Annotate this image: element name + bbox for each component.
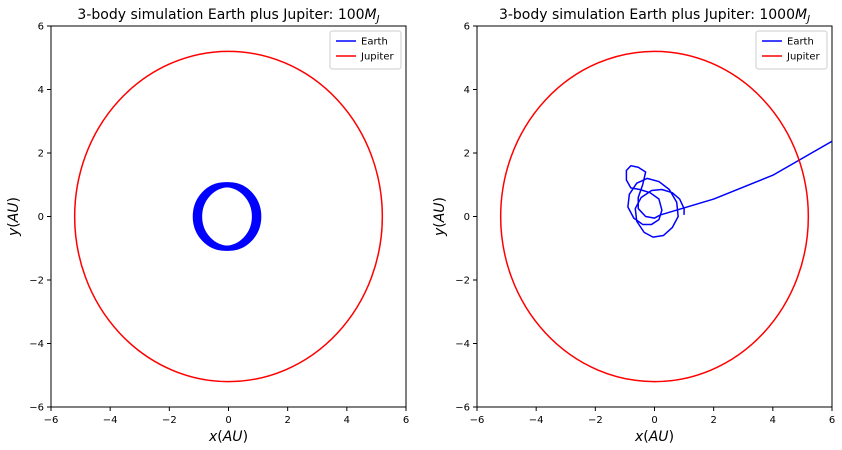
x-axis-label: x(AU) bbox=[634, 429, 674, 445]
legend-label-jupiter: Jupiter bbox=[786, 52, 820, 63]
x-tick-label: −6 bbox=[44, 415, 59, 426]
y-tick-label: 6 bbox=[464, 22, 470, 33]
x-tick-label: 4 bbox=[770, 415, 776, 426]
y-tick-label: −4 bbox=[29, 339, 44, 350]
x-tick-label: −6 bbox=[470, 415, 485, 426]
x-tick-label: −2 bbox=[588, 415, 603, 426]
plot-panel-2: −6 −4 −2 0 2 4 6 −6 −4 −2 0 2 4 6 3-body simulation Ea… bbox=[432, 7, 835, 445]
plot-area bbox=[51, 26, 406, 407]
y-tick-label: 2 bbox=[38, 149, 44, 160]
y-tick-label: 4 bbox=[464, 85, 470, 96]
legend-label-jupiter: Jupiter bbox=[360, 52, 394, 63]
series-group bbox=[73, 50, 384, 383]
chart-title: 3-body simulation Earth plus Jupiter: 10… bbox=[499, 7, 810, 25]
earth-trajectory bbox=[625, 140, 832, 238]
plot-area bbox=[477, 26, 832, 407]
y-tick-label: −2 bbox=[29, 276, 44, 287]
earth-orbit-loop-3 bbox=[197, 182, 262, 251]
jupiter-trajectory bbox=[73, 50, 384, 383]
y-tick-label: −4 bbox=[455, 339, 470, 350]
chart-title: 3-body simulation Earth plus Jupiter: 10… bbox=[77, 7, 379, 25]
series-group bbox=[499, 50, 832, 383]
x-tick-label: −4 bbox=[529, 415, 544, 426]
y-axis-label: y(AU) bbox=[432, 197, 448, 237]
y-tick-label: 0 bbox=[38, 212, 44, 223]
legend: Earth Jupiter bbox=[329, 30, 402, 70]
x-tick-label: 2 bbox=[710, 415, 716, 426]
legend-label-earth: Earth bbox=[361, 37, 388, 48]
legend-label-earth: Earth bbox=[787, 37, 814, 48]
x-tick-label: −4 bbox=[103, 415, 118, 426]
x-tick-label: 6 bbox=[829, 415, 835, 426]
x-tick-label: 6 bbox=[403, 415, 409, 426]
x-tick-label: 4 bbox=[344, 415, 350, 426]
x-tick-label: 0 bbox=[225, 415, 231, 426]
jupiter-trajectory bbox=[499, 50, 810, 383]
x-tick-label: −2 bbox=[162, 415, 177, 426]
x-tick-label: 2 bbox=[284, 415, 290, 426]
y-tick-label: 0 bbox=[464, 212, 470, 223]
y-tick-label: −6 bbox=[29, 403, 44, 414]
legend: Earth Jupiter bbox=[755, 30, 828, 70]
x-tick-label: 0 bbox=[651, 415, 657, 426]
earth-trajectory bbox=[192, 182, 262, 251]
y-tick-label: 6 bbox=[38, 22, 44, 33]
y-tick-label: −2 bbox=[455, 276, 470, 287]
plot-panel-1: −6 −4 −2 0 2 4 6 −6 −4 −2 0 2 4 6 3-body simulation Ea… bbox=[6, 7, 409, 445]
y-axis-label: y(AU) bbox=[6, 197, 22, 237]
y-tick-label: 4 bbox=[38, 85, 44, 96]
x-axis-label: x(AU) bbox=[208, 429, 248, 445]
y-tick-label: 2 bbox=[464, 149, 470, 160]
y-tick-label: −6 bbox=[455, 403, 470, 414]
